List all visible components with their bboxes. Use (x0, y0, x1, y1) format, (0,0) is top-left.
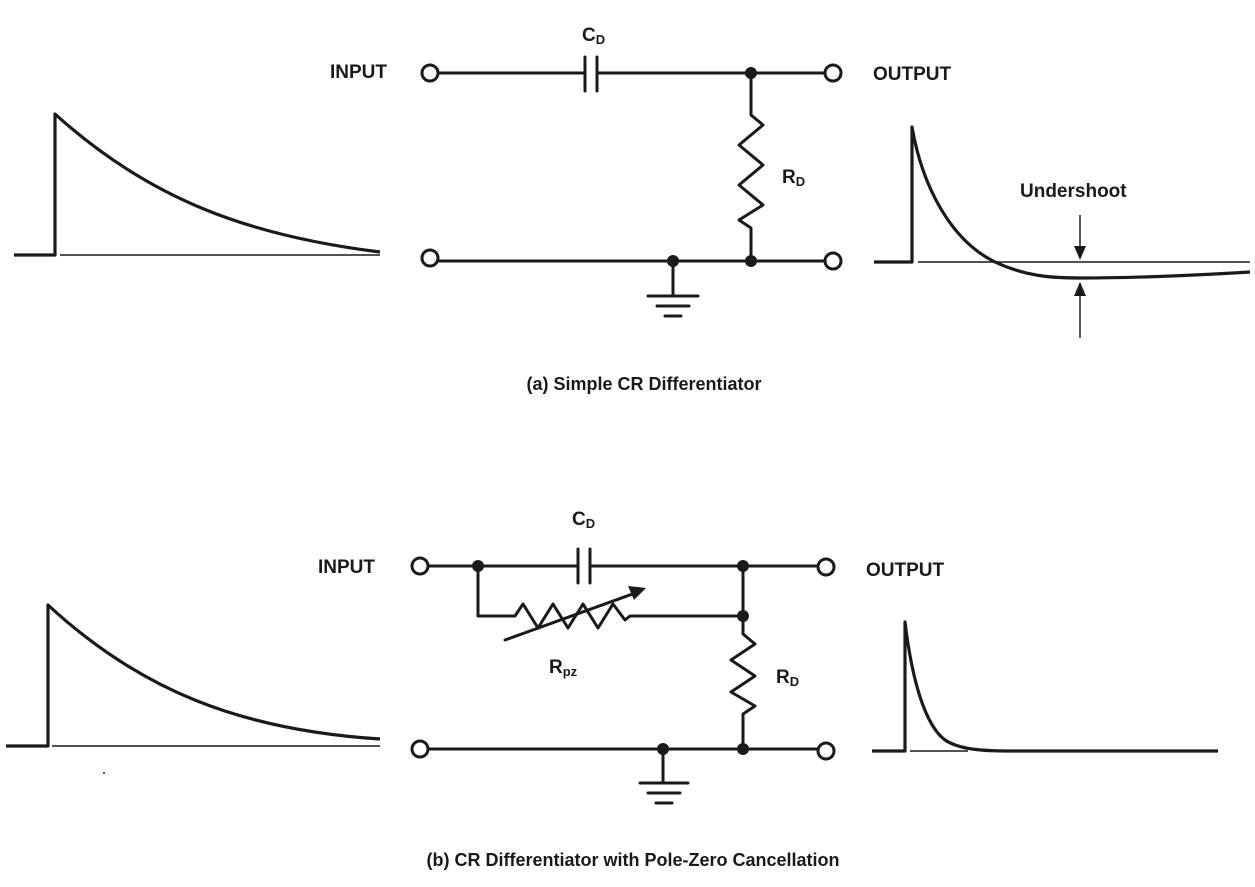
variable-arrow-icon (628, 586, 646, 600)
variable-resistor-rpz (476, 564, 745, 630)
input-terminal-bottom (410, 739, 430, 759)
resistor-rd (729, 564, 757, 751)
ground-icon (646, 259, 700, 318)
junction-dot (745, 255, 757, 267)
arrow-up-icon (1074, 282, 1086, 296)
input-label: INPUT (318, 557, 375, 578)
resistor-rd (737, 71, 765, 263)
input-pulse (6, 603, 381, 748)
output-label: OUTPUT (873, 64, 952, 85)
input-waveform-a (14, 112, 381, 257)
output-terminal-bottom (816, 741, 836, 761)
junction-dot (737, 610, 749, 622)
input-terminal-top (410, 556, 430, 576)
capacitor-label: CD (582, 25, 605, 47)
input-terminal-top (420, 63, 440, 83)
junction-dot (737, 743, 749, 755)
undershoot-arrows (1074, 215, 1086, 338)
resistor-label: RD (776, 667, 799, 689)
ground-icon (638, 747, 690, 805)
output-label: OUTPUT (866, 560, 945, 581)
junction-dot (667, 255, 679, 267)
output-pulse (874, 125, 1251, 280)
input-waveform-b (6, 603, 381, 774)
output-waveform-a (874, 125, 1251, 280)
input-pulse (14, 112, 381, 257)
capacitor-label: CD (572, 509, 595, 531)
diagram-a: INPUT OUTPUT CD RD (14, 25, 1251, 394)
diagram-b: INPUT OUTPUT CD RD Rpz (6, 509, 1218, 870)
caption-b: (b) CR Differentiator with Pole-Zero Can… (426, 850, 839, 870)
variable-resistor-label: Rpz (549, 657, 578, 679)
output-pulse (872, 620, 1218, 753)
junction-dot (472, 560, 484, 572)
junction-dot (745, 67, 757, 79)
variable-arrow-shaft (503, 590, 640, 642)
input-label: INPUT (330, 62, 387, 83)
resistor-label: RD (782, 167, 805, 189)
junction-dot (657, 743, 669, 755)
input-terminal-bottom (420, 248, 440, 268)
undershoot-label: Undershoot (1020, 181, 1127, 202)
output-terminal-bottom (823, 251, 843, 271)
output-terminal-top (823, 63, 843, 83)
output-terminal-top (816, 557, 836, 577)
caption-a: (a) Simple CR Differentiator (526, 374, 761, 394)
arrow-down-icon (1074, 246, 1086, 260)
junction-dot (737, 560, 749, 572)
output-waveform-b (872, 620, 1218, 753)
